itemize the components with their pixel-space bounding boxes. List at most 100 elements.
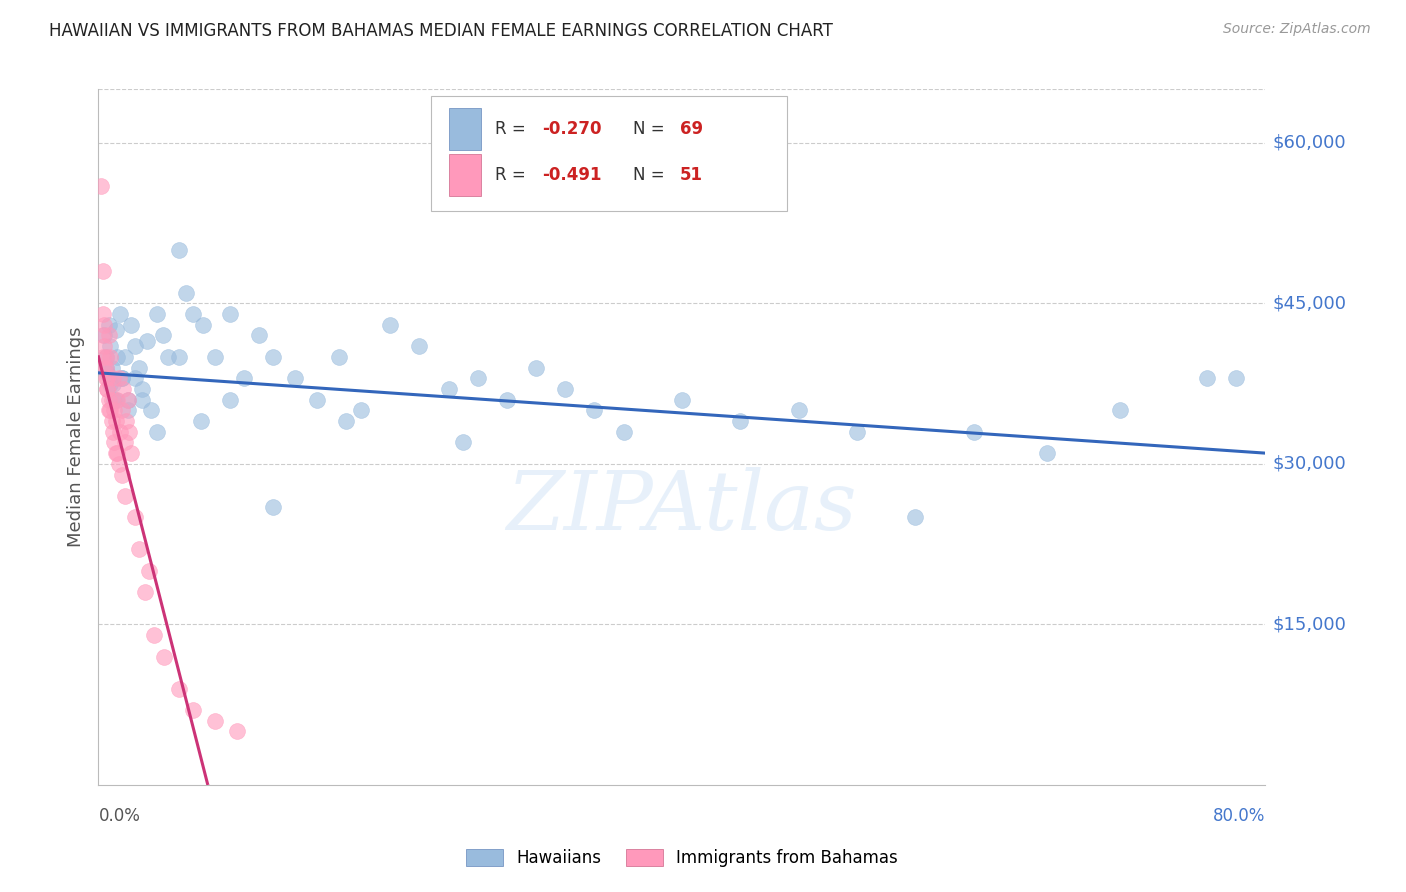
Point	[193, 318, 215, 332]
Point	[114, 489, 136, 503]
Point	[96, 366, 118, 380]
Point	[98, 403, 121, 417]
Point	[94, 350, 117, 364]
Text: HAWAIIAN VS IMMIGRANTS FROM BAHAMAS MEDIAN FEMALE EARNINGS CORRELATION CHART: HAWAIIAN VS IMMIGRANTS FROM BAHAMAS MEDI…	[49, 22, 834, 40]
Point	[233, 371, 256, 385]
Point	[671, 392, 693, 407]
Point	[495, 392, 517, 407]
Point	[120, 446, 142, 460]
Text: $30,000: $30,000	[1272, 455, 1346, 473]
Text: 69: 69	[679, 120, 703, 138]
Point	[139, 403, 162, 417]
Point	[101, 425, 124, 439]
Point	[787, 403, 810, 417]
Point	[96, 382, 118, 396]
Point	[97, 328, 120, 343]
Point	[167, 350, 190, 364]
Point	[128, 360, 150, 375]
Text: 80.0%: 80.0%	[1213, 807, 1265, 825]
Text: N =: N =	[633, 166, 669, 184]
Point	[845, 425, 868, 439]
Point	[118, 425, 141, 439]
Point	[108, 371, 131, 385]
Point	[904, 510, 927, 524]
Point	[98, 350, 121, 364]
Point	[204, 714, 226, 728]
Point	[90, 178, 112, 193]
Point	[94, 360, 117, 375]
Point	[103, 392, 125, 407]
Point	[408, 339, 430, 353]
Point	[97, 318, 120, 332]
Point	[174, 285, 197, 300]
Point	[131, 392, 153, 407]
Point	[554, 382, 576, 396]
Point	[111, 403, 134, 417]
Text: Source: ZipAtlas.com: Source: ZipAtlas.com	[1223, 22, 1371, 37]
Point	[135, 334, 157, 348]
Text: R =: R =	[495, 120, 531, 138]
Text: 51: 51	[679, 166, 703, 184]
Point	[262, 500, 284, 514]
Point	[1035, 446, 1057, 460]
Point	[335, 414, 357, 428]
Point	[124, 339, 146, 353]
Point	[146, 307, 169, 321]
Point	[104, 414, 127, 428]
Point	[190, 414, 212, 428]
Point	[103, 403, 125, 417]
Point	[111, 371, 134, 385]
Point	[96, 382, 118, 396]
Point	[350, 403, 373, 417]
Point	[218, 392, 240, 407]
Point	[105, 446, 128, 460]
Point	[328, 350, 350, 364]
Point	[181, 307, 204, 321]
Point	[117, 392, 139, 407]
Legend: Hawaiians, Immigrants from Bahamas: Hawaiians, Immigrants from Bahamas	[460, 843, 904, 874]
Point	[94, 350, 117, 364]
Point	[100, 414, 122, 428]
Point	[96, 371, 118, 385]
Point	[157, 350, 180, 364]
Point	[94, 371, 117, 385]
Point	[284, 371, 307, 385]
Point	[131, 382, 153, 396]
Point	[226, 724, 249, 739]
Text: $60,000: $60,000	[1272, 134, 1346, 152]
Point	[105, 350, 128, 364]
Point	[105, 392, 128, 407]
Point	[146, 425, 169, 439]
Point	[97, 392, 120, 407]
Point	[115, 414, 138, 428]
Point	[728, 414, 751, 428]
Point	[152, 328, 174, 343]
Point	[93, 318, 115, 332]
Point	[1225, 371, 1247, 385]
Point	[111, 467, 134, 482]
Point	[218, 307, 240, 321]
Point	[93, 360, 115, 375]
Point	[612, 425, 634, 439]
Point	[378, 318, 402, 332]
Point	[101, 371, 124, 385]
FancyBboxPatch shape	[432, 96, 787, 211]
Point	[100, 392, 122, 407]
Point	[117, 392, 139, 407]
Text: $15,000: $15,000	[1272, 615, 1347, 633]
Point	[467, 371, 489, 385]
Text: N =: N =	[633, 120, 669, 138]
Point	[117, 403, 139, 417]
Bar	[449, 108, 481, 150]
Point	[100, 360, 122, 375]
Text: ZIPAtlas: ZIPAtlas	[506, 467, 858, 547]
Point	[97, 403, 120, 417]
Point	[91, 350, 114, 364]
Point	[451, 435, 474, 450]
Bar	[449, 154, 481, 195]
Point	[94, 360, 117, 375]
Point	[307, 392, 329, 407]
Point	[110, 425, 132, 439]
Point	[128, 542, 150, 557]
Point	[437, 382, 460, 396]
